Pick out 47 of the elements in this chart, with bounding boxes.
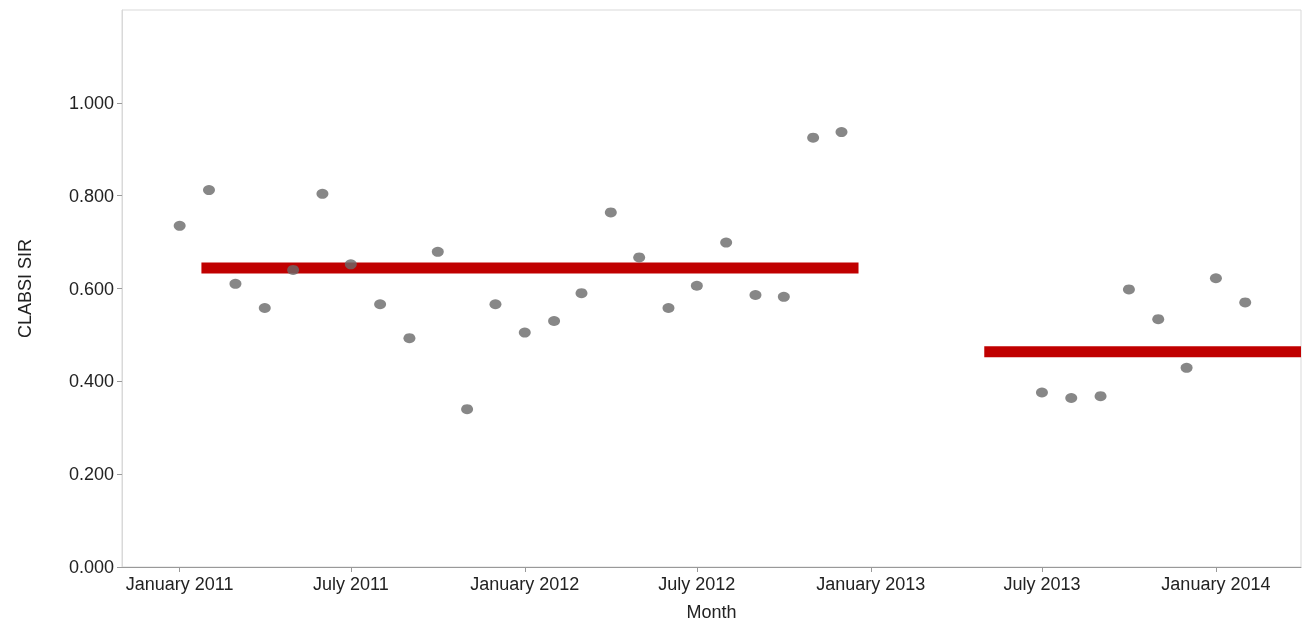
x-tick-label: January 2012 <box>470 574 580 594</box>
point <box>431 246 444 257</box>
point <box>1035 387 1048 398</box>
x-tick-label: January 2014 <box>1161 574 1271 594</box>
x-tick-label: July 2011 <box>312 574 389 594</box>
point <box>229 278 242 289</box>
point <box>1122 284 1135 295</box>
point <box>1239 297 1252 308</box>
y-tick-label: 1.000 <box>68 92 114 113</box>
point <box>633 252 646 263</box>
y-tick-label: 0.800 <box>68 185 114 206</box>
point <box>344 259 357 270</box>
point <box>604 207 617 218</box>
point <box>403 333 416 344</box>
point <box>316 188 329 199</box>
point <box>575 288 588 299</box>
point <box>1065 393 1078 404</box>
point <box>258 303 271 313</box>
x-axis-title: Month <box>686 602 737 622</box>
point <box>1180 362 1193 373</box>
point <box>1152 314 1165 325</box>
point <box>374 299 387 310</box>
point <box>1209 273 1222 284</box>
x-tick-label: January 2011 <box>125 574 234 594</box>
point <box>835 127 848 138</box>
point <box>807 132 820 143</box>
point <box>749 290 762 300</box>
point <box>287 264 300 275</box>
x-tick-label: July 2012 <box>658 574 736 594</box>
point <box>548 315 561 326</box>
y-tick-label: 0.600 <box>68 278 114 299</box>
x-tick-label: January 2013 <box>816 574 926 594</box>
point <box>203 185 215 196</box>
x-tick-label: July 2013 <box>1003 574 1081 594</box>
point <box>518 327 531 338</box>
point <box>777 291 790 302</box>
point <box>720 237 733 248</box>
point <box>173 220 186 231</box>
y-axis-title: CLABSI SIR <box>15 238 35 339</box>
y-tick-label: 0.000 <box>68 557 114 577</box>
point <box>662 303 675 313</box>
point <box>461 404 474 415</box>
y-tick-label: 0.200 <box>68 464 114 485</box>
point <box>690 280 703 291</box>
y-tick-label: 0.400 <box>68 371 114 392</box>
point <box>489 299 502 310</box>
point <box>1094 391 1107 402</box>
